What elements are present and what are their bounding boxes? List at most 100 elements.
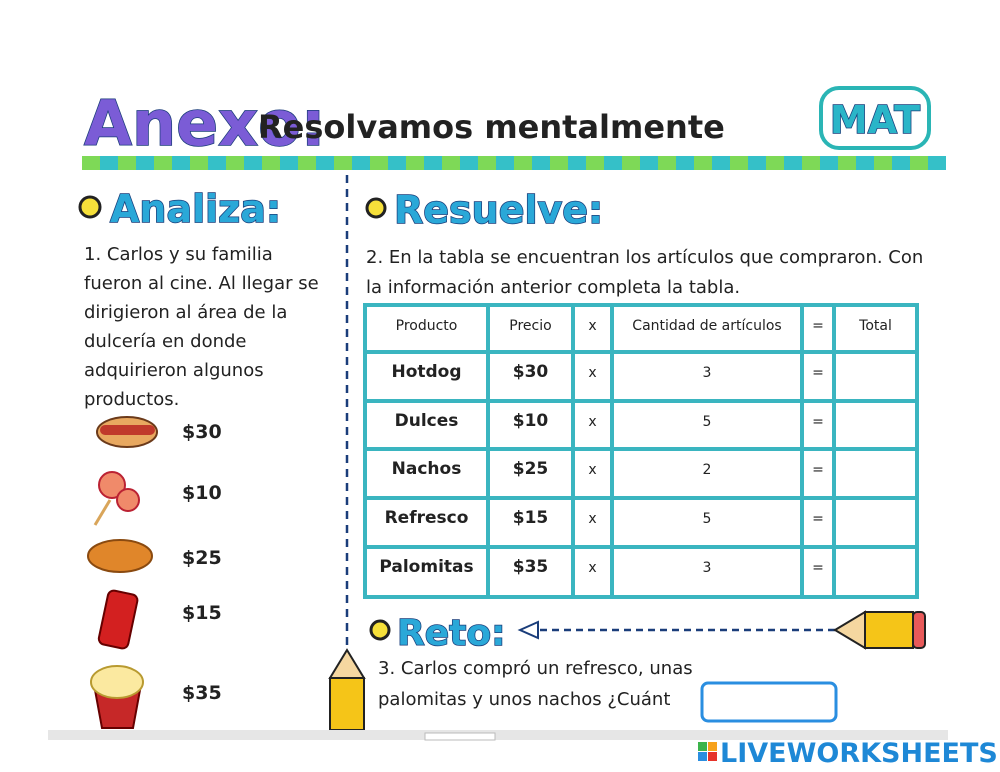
title: Anexo: [84, 87, 326, 160]
stripe [496, 156, 514, 170]
stripe [874, 156, 892, 170]
problem-line: 1. Carlos y su familia [84, 244, 273, 265]
bullet [78, 195, 102, 219]
stripe [658, 156, 676, 170]
table-cell: 3 [703, 560, 712, 576]
table-cell: = [812, 365, 824, 381]
stripe [550, 156, 568, 170]
stripe [154, 156, 172, 170]
analiza-heading: Analiza: [110, 187, 281, 231]
pencil-vertical [328, 648, 366, 731]
stripe [640, 156, 658, 170]
reto-line: palomitas y unos nachos ¿Cuánt [378, 689, 670, 710]
table-cell: $10 [513, 411, 549, 431]
stripe [190, 156, 208, 170]
table-cell: Producto [396, 318, 458, 334]
stripe [460, 156, 478, 170]
reto-line: 3. Carlos compró un refresco, unas [378, 658, 693, 679]
stripe [478, 156, 496, 170]
table-cell: Cantidad de artículos [632, 318, 781, 334]
stripe [118, 156, 136, 170]
table-cell: 5 [703, 511, 712, 527]
stripe [514, 156, 532, 170]
table-cell: x [588, 318, 596, 334]
table-cell: x [588, 560, 596, 576]
stripe [208, 156, 226, 170]
stripe [892, 156, 910, 170]
stripe [100, 156, 118, 170]
toolbar-field [424, 732, 496, 741]
stripe [280, 156, 298, 170]
problem-line: productos. [84, 389, 179, 410]
stripe [316, 156, 334, 170]
stripe [784, 156, 802, 170]
stripe [676, 156, 694, 170]
table-cell: Precio [509, 318, 551, 334]
price: $35 [182, 682, 222, 704]
table-cell: x [588, 365, 596, 381]
table-cell: x [588, 511, 596, 527]
table-cell: Refresco [385, 508, 469, 528]
table-cell: $15 [513, 508, 549, 528]
price: $30 [182, 421, 222, 443]
table-cell: = [812, 560, 824, 576]
price: $25 [182, 547, 222, 569]
brand: LIVEWORKSHEETS [720, 738, 998, 769]
stripe [586, 156, 604, 170]
table-cell: Total [858, 318, 892, 334]
pencil [833, 610, 926, 650]
stripe [928, 156, 946, 170]
logo-mark [698, 742, 717, 761]
table-cell: x [588, 462, 596, 478]
stripe [442, 156, 460, 170]
bullet [369, 619, 391, 641]
subtitle: Resolvamos mentalmente [258, 108, 725, 146]
problem-line: dulcería en donde [84, 331, 247, 352]
reto-heading: Reto: [397, 613, 505, 654]
table-cell: Nachos [392, 459, 462, 479]
resuelve-heading: Resuelve: [394, 188, 603, 232]
stripe [406, 156, 424, 170]
toolbar [48, 730, 948, 740]
problem-line: dirigieron al área de la [84, 302, 287, 323]
table-cell: $35 [513, 557, 549, 577]
stripe [730, 156, 748, 170]
table-cell: x [588, 414, 596, 430]
stripe [262, 156, 280, 170]
table-cell: = [812, 511, 824, 527]
table-cell: $30 [513, 362, 549, 382]
stripe [802, 156, 820, 170]
table-cell: = [812, 318, 824, 334]
table-cell: Palomitas [379, 557, 473, 577]
stripe [298, 156, 316, 170]
stripe [838, 156, 856, 170]
stripe [136, 156, 154, 170]
badge: MAT [830, 98, 920, 142]
stripe [568, 156, 586, 170]
stripe [856, 156, 874, 170]
table-cell: = [812, 462, 824, 478]
instruction-line: 2. En la tabla se encuentran los artícul… [366, 247, 923, 268]
table-cell: = [812, 414, 824, 430]
stripe [910, 156, 928, 170]
problem-line: adquirieron algunos [84, 360, 264, 381]
table-cell: 5 [703, 414, 712, 430]
table-cell: $25 [513, 459, 549, 479]
instruction-line: la información anterior completa la tabl… [366, 277, 740, 298]
price: $10 [182, 482, 222, 504]
stripe [622, 156, 640, 170]
badge-frame [819, 86, 931, 150]
stripe [244, 156, 262, 170]
stripe [694, 156, 712, 170]
stripe [334, 156, 352, 170]
stripe [388, 156, 406, 170]
arrow-head [517, 620, 539, 640]
stripe [748, 156, 766, 170]
answer-input[interactable] [700, 681, 838, 723]
stripe-bar [82, 156, 946, 170]
table-cell: Hotdog [391, 362, 461, 382]
stripe [370, 156, 388, 170]
icons [87, 416, 158, 729]
